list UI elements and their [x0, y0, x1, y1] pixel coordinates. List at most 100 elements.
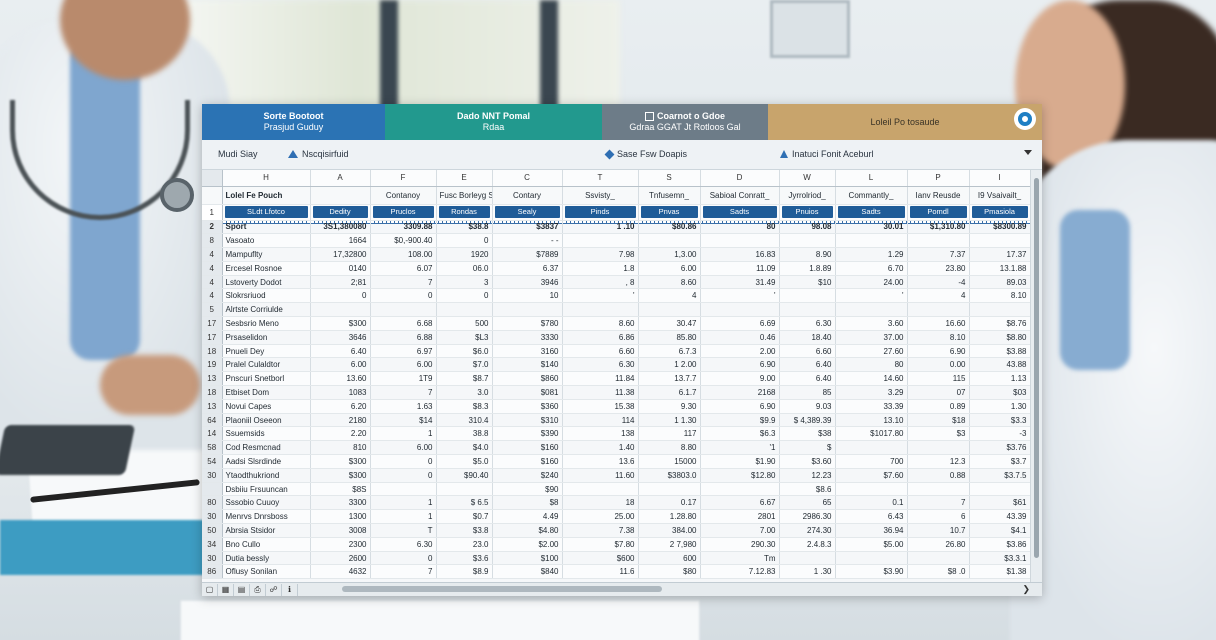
data-cell[interactable]: $3.86: [969, 537, 1031, 552]
data-cell[interactable]: 65: [779, 495, 836, 511]
toolbar-second-item[interactable]: Nscqisirfuid: [288, 149, 349, 159]
data-cell[interactable]: $860: [492, 371, 563, 387]
data-cell[interactable]: 9.30: [638, 399, 701, 414]
row-label-cell[interactable]: Sport: [222, 220, 311, 235]
data-cell[interactable]: $3.8: [436, 523, 493, 538]
select-all-corner[interactable]: [202, 170, 223, 187]
data-cell[interactable]: [436, 302, 493, 318]
row-label-cell[interactable]: Ytaodthukriond: [222, 468, 311, 483]
row-label-cell[interactable]: Pralel Culaldtor: [222, 357, 311, 373]
row-label-cell[interactable]: Plaoniil Oseeon: [222, 413, 311, 428]
data-cell[interactable]: 3309.88: [370, 220, 437, 235]
data-cell[interactable]: 6.88: [370, 330, 437, 345]
row-label-cell[interactable]: Slokrsriuod: [222, 288, 311, 304]
data-cell[interactable]: $3.76: [969, 440, 1031, 456]
data-cell[interactable]: 3.60: [835, 316, 908, 331]
data-cell[interactable]: 3.29: [835, 385, 908, 400]
row-number[interactable]: 5: [202, 302, 223, 318]
data-cell[interactable]: 6.43: [835, 509, 908, 525]
scrollbar-thumb[interactable]: [1034, 178, 1039, 558]
pill-header-cell[interactable]: Sealy: [492, 204, 563, 221]
data-cell[interactable]: $300: [310, 316, 371, 331]
data-cell[interactable]: $8: [492, 495, 563, 511]
data-cell[interactable]: 43.88: [969, 357, 1031, 373]
data-cell[interactable]: 13.1.88: [969, 261, 1031, 276]
data-cell[interactable]: $3.6: [436, 551, 493, 566]
data-cell[interactable]: 80: [835, 357, 908, 373]
data-cell[interactable]: 1: [370, 426, 437, 442]
header-tab-3[interactable]: Coarnot o Gdoe Gdraa GGAT Jt Rotloos Gal: [602, 104, 768, 140]
pill-header-cell[interactable]: Pnvas: [638, 204, 701, 221]
data-cell[interactable]: 6.00: [370, 440, 437, 456]
data-cell[interactable]: $3.7: [969, 454, 1031, 469]
horizontal-scrollbar[interactable]: [342, 586, 662, 592]
column-header[interactable]: I: [969, 170, 1031, 187]
data-cell[interactable]: $3.3.1: [969, 551, 1031, 566]
data-cell[interactable]: 17,32800: [310, 247, 371, 262]
data-cell[interactable]: [779, 233, 836, 249]
row-number[interactable]: 86: [202, 564, 223, 580]
row-label-cell[interactable]: Mampuflty: [222, 247, 311, 262]
data-cell[interactable]: $0.7: [436, 509, 493, 525]
data-cell[interactable]: 1.29: [835, 247, 908, 262]
data-cell[interactable]: 11.09: [700, 261, 780, 276]
data-cell[interactable]: 3.0: [436, 385, 493, 400]
chevron-down-icon[interactable]: [1024, 150, 1032, 155]
sheet-button[interactable]: ▤: [234, 583, 250, 596]
data-cell[interactable]: 7.12.83: [700, 564, 780, 580]
data-cell[interactable]: 10.7: [907, 523, 970, 538]
data-cell[interactable]: 2168: [700, 385, 780, 400]
data-cell[interactable]: 6.90: [700, 357, 780, 373]
data-cell[interactable]: 3946: [492, 275, 563, 290]
data-cell[interactable]: 8.10: [907, 330, 970, 345]
data-cell[interactable]: $8300.89: [969, 220, 1031, 235]
data-cell[interactable]: 6.60: [562, 344, 639, 359]
row-number[interactable]: [202, 186, 223, 205]
data-cell[interactable]: $5.00: [835, 537, 908, 552]
column-header[interactable]: L: [835, 170, 908, 187]
data-cell[interactable]: 15000: [638, 454, 701, 469]
data-cell[interactable]: 2.20: [310, 426, 371, 442]
data-cell[interactable]: 2180: [310, 413, 371, 428]
data-cell[interactable]: 600: [638, 551, 701, 566]
data-cell[interactable]: [638, 302, 701, 318]
data-cell[interactable]: $3.3: [969, 413, 1031, 428]
column-header[interactable]: S: [638, 170, 701, 187]
data-cell[interactable]: 6.1.7: [638, 385, 701, 400]
data-cell[interactable]: 6.30: [562, 357, 639, 373]
data-cell[interactable]: 98.08: [779, 220, 836, 235]
data-cell[interactable]: $6.0: [436, 344, 493, 359]
row-label-cell[interactable]: Lstoverty Dodot: [222, 275, 311, 290]
data-cell[interactable]: 23.80: [907, 261, 970, 276]
data-cell[interactable]: 0.46: [700, 330, 780, 345]
data-cell[interactable]: $L3: [436, 330, 493, 345]
data-cell[interactable]: $3.7.5: [969, 468, 1031, 483]
data-cell[interactable]: 8.10: [969, 288, 1031, 304]
data-cell[interactable]: $7.60: [835, 468, 908, 483]
data-cell[interactable]: 2;81: [310, 275, 371, 290]
data-cell[interactable]: $: [779, 440, 836, 456]
data-cell[interactable]: 6.07: [370, 261, 437, 276]
data-cell[interactable]: 0: [370, 551, 437, 566]
column-header[interactable]: C: [492, 170, 563, 187]
data-cell[interactable]: [700, 302, 780, 318]
data-cell[interactable]: 1664: [310, 233, 371, 249]
pill-header-cell[interactable]: Pruclos: [370, 204, 437, 221]
data-cell[interactable]: 11.38: [562, 385, 639, 400]
data-cell[interactable]: [700, 482, 780, 497]
data-cell[interactable]: 1.8.89: [779, 261, 836, 276]
data-cell[interactable]: 1920: [436, 247, 493, 262]
data-cell[interactable]: 6.69: [700, 316, 780, 331]
data-cell[interactable]: 16.60: [907, 316, 970, 331]
data-cell[interactable]: 3160: [492, 344, 563, 359]
header-cell[interactable]: Fusc Borleyg Ssorrmd: [436, 186, 493, 205]
header-tab-2[interactable]: Dado NNT Pomal Rdaa: [385, 104, 602, 140]
data-cell[interactable]: 3300: [310, 495, 371, 511]
row-number[interactable]: 30: [202, 551, 223, 566]
data-cell[interactable]: 89.03: [969, 275, 1031, 290]
data-cell[interactable]: 500: [436, 316, 493, 331]
data-cell[interactable]: 31.49: [700, 275, 780, 290]
data-cell[interactable]: 274.30: [779, 523, 836, 538]
pill-header-cell[interactable]: SLdt Lfotco: [222, 204, 311, 221]
data-cell[interactable]: 0: [370, 468, 437, 483]
